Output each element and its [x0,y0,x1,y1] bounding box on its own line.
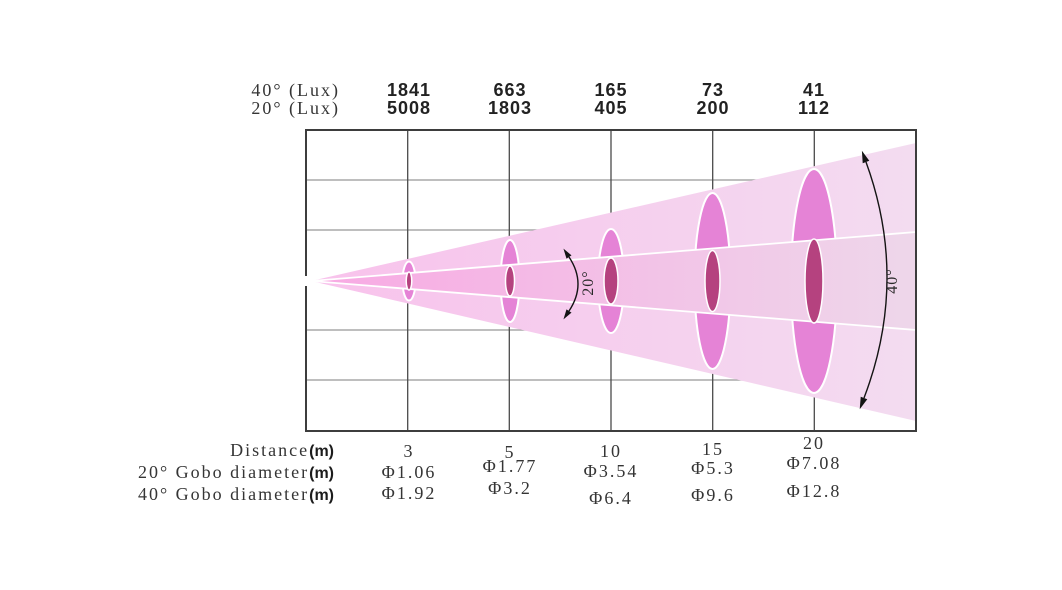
distance-value: 3 [403,441,415,461]
lux-value: 165 [594,80,628,100]
distance-row-label-text: Distance [230,440,310,460]
gobo-diameter-value: Φ5.3 [691,458,735,478]
gobo-20-row-label-text: 20° Gobo diameter [137,462,310,482]
distance-value: 5 [504,442,516,462]
beam-angle-label-20: 20° [580,270,597,296]
distance-row-label: Distance(m) [0,440,334,461]
lux-row-label-20: 20° (Lux) [251,98,340,118]
lux-row-label-40: 40° (Lux) [251,80,340,100]
lux-value: 1841 [386,80,432,100]
distance-row-unit: (m) [309,443,334,460]
gobo-diameter-value: Φ9.6 [691,485,735,505]
lux-value: 112 [797,98,831,118]
lux-value: 73 [701,80,725,100]
lux-value: 5008 [386,98,432,118]
angle-arc-40 [859,150,888,410]
gobo-40-row-label-text: 40° Gobo diameter [137,484,310,504]
angle-arc-20 [563,248,579,320]
gobo-diameter-value: Φ7.08 [786,453,842,473]
grid-border [303,129,917,432]
gobo-diameter-value: Φ6.4 [589,488,633,508]
gobo-diameter-value: Φ1.92 [381,483,437,503]
distance-value: 20 [803,433,825,453]
gobo-ellipses-40 [401,168,838,394]
lux-value: 1803 [487,98,533,118]
beam-angle-label-40: 40° [884,268,901,294]
gobo-40-row-unit: (m) [309,487,334,504]
gobo-40-row-label: 40° Gobo diameter(m) [0,484,334,505]
distance-value: 10 [600,441,622,461]
gobo-diameter-value: Φ1.06 [381,462,437,482]
gobo-diameter-value: Φ12.8 [786,481,842,501]
gobo-20-row-label: 20° Gobo diameter(m) [0,462,334,483]
gobo-ellipses-20 [405,238,824,324]
gobo-diameter-value: Φ3.54 [583,461,639,481]
lux-value: 405 [594,98,628,118]
gobo-diameter-value: Φ3.2 [488,478,532,498]
lux-value: 41 [802,80,826,100]
distance-value: 15 [702,439,724,459]
lux-value: 200 [696,98,730,118]
lux-value: 663 [493,80,527,100]
gobo-20-row-unit: (m) [309,465,334,482]
gobo-diameter-value: Φ1.77 [482,456,538,476]
